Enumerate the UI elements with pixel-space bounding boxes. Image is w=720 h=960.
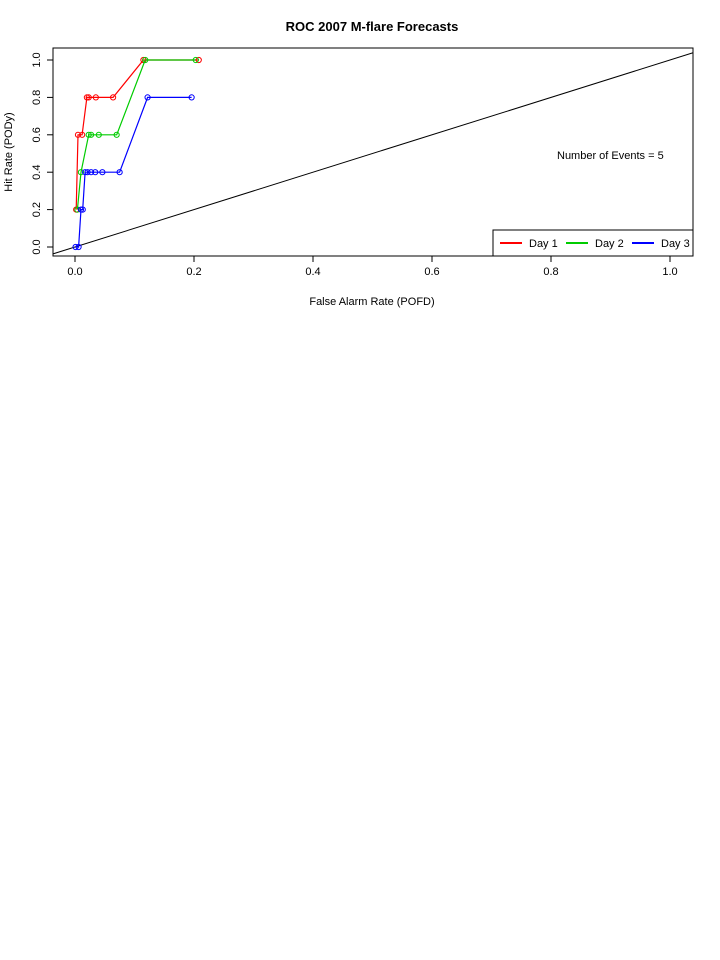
x-tick-label: 0.6 xyxy=(424,266,439,278)
data-point xyxy=(95,131,102,138)
legend-label: Day 3 xyxy=(661,238,690,250)
data-point xyxy=(72,243,79,251)
x-tick-label: 0.2 xyxy=(186,266,201,278)
data-point xyxy=(188,94,195,101)
y-tick-label: 0.2 xyxy=(31,202,43,217)
data-point xyxy=(195,56,202,64)
events-annotation: Number of Events = 5 xyxy=(557,150,664,162)
x-tick-label: 0.4 xyxy=(305,266,320,278)
y-tick-label: 0.4 xyxy=(31,165,43,180)
diagonal-reference-line xyxy=(52,52,694,255)
data-point xyxy=(99,169,106,176)
series-layer xyxy=(72,56,202,251)
data-point xyxy=(75,243,82,251)
reference-line xyxy=(52,52,694,255)
series-line xyxy=(75,96,192,248)
data-point xyxy=(87,169,95,176)
series-line xyxy=(76,59,196,210)
y-tick-label: 0.0 xyxy=(31,239,43,254)
y-axis: 0.0 0.2 0.4 0.6 0.8 1.0 xyxy=(31,52,54,255)
data-point xyxy=(85,94,92,101)
chart-title: ROC 2007 M-flare Forecasts xyxy=(286,19,459,34)
y-axis-label: Hit Rate (PODy) xyxy=(3,112,15,191)
x-tick-label: 1.0 xyxy=(662,266,677,278)
data-point xyxy=(85,131,92,138)
y-tick-label: 0.6 xyxy=(31,127,43,142)
x-tick-label: 0.0 xyxy=(67,266,82,278)
series-day-1 xyxy=(73,56,202,213)
x-axis-label: False Alarm Rate (POFD) xyxy=(309,296,434,308)
series-day-3 xyxy=(72,94,195,251)
data-point xyxy=(74,131,82,138)
y-tick-label: 1.0 xyxy=(31,52,43,67)
data-point xyxy=(83,94,91,101)
legend-label: Day 1 xyxy=(529,238,558,250)
data-point xyxy=(79,206,86,213)
x-tick-label: 0.8 xyxy=(543,266,558,278)
data-point xyxy=(87,131,95,138)
data-point xyxy=(79,131,86,138)
legend-box xyxy=(492,229,694,257)
x-axis: 0.0 0.2 0.4 0.6 0.8 1.0 xyxy=(67,255,678,278)
data-point xyxy=(142,56,149,64)
data-point xyxy=(192,56,199,64)
data-point xyxy=(92,94,99,101)
data-point xyxy=(116,169,123,176)
data-point xyxy=(82,169,89,176)
legend: Day 1 Day 2 Day 3 xyxy=(492,229,694,257)
series-day-2 xyxy=(74,56,199,213)
y-tick-label: 0.8 xyxy=(31,90,43,105)
legend-label: Day 2 xyxy=(595,238,624,250)
data-point xyxy=(109,94,117,101)
data-point xyxy=(92,169,99,176)
data-point xyxy=(77,169,85,176)
data-point xyxy=(113,131,120,138)
data-point xyxy=(84,169,91,176)
data-point xyxy=(77,206,85,213)
data-point xyxy=(144,94,151,101)
